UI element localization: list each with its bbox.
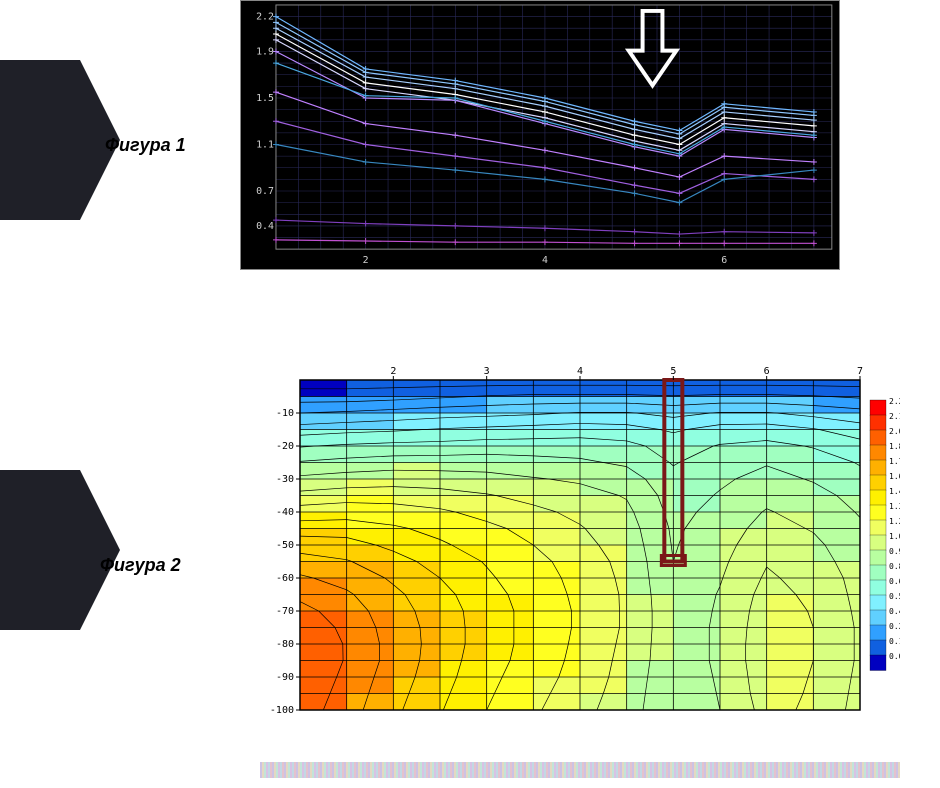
svg-text:7: 7 [857, 366, 863, 377]
svg-text:-10: -10 [276, 408, 294, 419]
svg-text:2.28: 2.28 [889, 397, 900, 406]
line-chart: 0.4 0.7 1.1 1.5 1.9 2.2 2 4 6 [240, 0, 840, 270]
svg-text:-60: -60 [276, 573, 294, 584]
svg-text:2.01: 2.01 [889, 427, 900, 436]
svg-text:2: 2 [363, 255, 369, 266]
svg-text:2.2: 2.2 [256, 12, 274, 23]
svg-text:0.13: 0.13 [889, 637, 900, 646]
svg-text:1.88: 1.88 [889, 442, 900, 451]
svg-text:0.40: 0.40 [889, 607, 900, 616]
svg-text:1.9: 1.9 [256, 46, 274, 57]
svg-text:0.81: 0.81 [889, 562, 900, 571]
svg-text:-50: -50 [276, 540, 294, 551]
svg-text:5: 5 [670, 366, 676, 377]
svg-text:4: 4 [577, 366, 583, 377]
figure-1-label: Фигура 1 [105, 135, 186, 156]
svg-text:6: 6 [721, 255, 727, 266]
svg-text:-20: -20 [276, 441, 294, 452]
pentagon-marker-2 [0, 470, 80, 630]
svg-text:-40: -40 [276, 507, 294, 518]
svg-text:0.94: 0.94 [889, 547, 900, 556]
pentagon-marker-1 [0, 60, 80, 220]
svg-text:4: 4 [542, 255, 548, 266]
svg-text:0.54: 0.54 [889, 592, 900, 601]
svg-text:1.07: 1.07 [889, 532, 900, 541]
svg-text:2.15: 2.15 [889, 412, 900, 421]
svg-text:0.00: 0.00 [889, 652, 900, 661]
svg-text:1.48: 1.48 [889, 487, 900, 496]
svg-text:1.1: 1.1 [256, 139, 274, 150]
contour-heatmap: 2 3 4 5 6 7 -10 -20 -30 -40 -50 -60 -70 -80 -90 -100 2.2… [260, 360, 900, 740]
svg-text:1.5: 1.5 [256, 93, 274, 104]
svg-text:3: 3 [484, 366, 490, 377]
svg-text:2: 2 [390, 366, 396, 377]
svg-text:0.4: 0.4 [256, 221, 274, 232]
svg-text:0.67: 0.67 [889, 577, 900, 586]
svg-text:1.61: 1.61 [889, 472, 900, 481]
svg-text:-80: -80 [276, 639, 294, 650]
noise-strip [260, 762, 900, 778]
svg-text:1.34: 1.34 [889, 502, 900, 511]
svg-text:-70: -70 [276, 606, 294, 617]
svg-text:-100: -100 [270, 705, 294, 716]
svg-text:-30: -30 [276, 474, 294, 485]
line-chart-svg: 0.4 0.7 1.1 1.5 1.9 2.2 2 4 6 [241, 1, 839, 269]
figure-2-label: Фигура 2 [100, 555, 181, 576]
svg-text:6: 6 [764, 366, 770, 377]
heatmap-svg: 2 3 4 5 6 7 -10 -20 -30 -40 -50 -60 -70 -80 -90 -100 2.2… [260, 360, 900, 740]
svg-text:1.21: 1.21 [889, 517, 900, 526]
svg-text:0.27: 0.27 [889, 622, 900, 631]
svg-text:1.74: 1.74 [889, 457, 900, 466]
svg-text:0.7: 0.7 [256, 186, 274, 197]
svg-text:-90: -90 [276, 672, 294, 683]
